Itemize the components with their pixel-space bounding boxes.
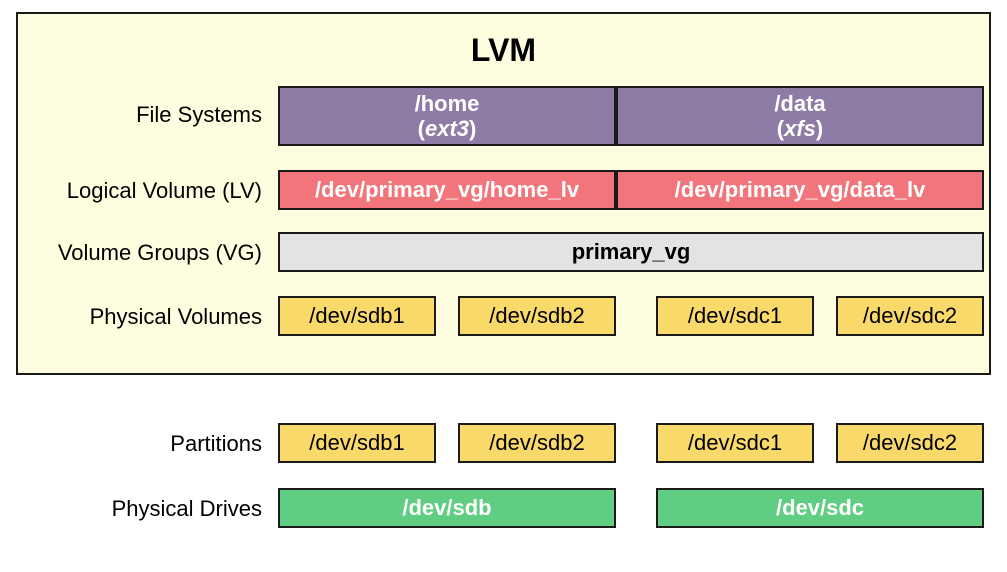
vg-primary: primary_vg (278, 232, 984, 272)
lv-data: /dev/primary_vg/data_lv (616, 170, 984, 210)
fs-data: /data (xfs) (616, 86, 984, 146)
pv-sdb1: /dev/sdb1 (278, 296, 436, 336)
fs-home: /home (ext3) (278, 86, 616, 146)
fs-data-type: xfs (784, 116, 816, 141)
fs-data-type-wrap: (xfs) (777, 116, 823, 141)
pv-sdc1: /dev/sdc1 (656, 296, 814, 336)
part-sdc2: /dev/sdc2 (836, 423, 984, 463)
label-logical-volume: Logical Volume (LV) (0, 178, 262, 204)
label-partitions: Partitions (0, 431, 262, 457)
pv-sdb2: /dev/sdb2 (458, 296, 616, 336)
pv-sdc2: /dev/sdc2 (836, 296, 984, 336)
lvm-title: LVM (18, 32, 989, 69)
fs-home-type-wrap: (ext3) (418, 116, 477, 141)
fs-home-mount: /home (415, 91, 480, 116)
part-sdc1: /dev/sdc1 (656, 423, 814, 463)
part-sdb1: /dev/sdb1 (278, 423, 436, 463)
lv-home: /dev/primary_vg/home_lv (278, 170, 616, 210)
label-volume-groups: Volume Groups (VG) (0, 240, 262, 266)
drive-sdc: /dev/sdc (656, 488, 984, 528)
label-file-systems: File Systems (0, 102, 262, 128)
part-sdb2: /dev/sdb2 (458, 423, 616, 463)
label-physical-volumes: Physical Volumes (0, 304, 262, 330)
fs-home-type: ext3 (425, 116, 469, 141)
drive-sdb: /dev/sdb (278, 488, 616, 528)
label-physical-drives: Physical Drives (0, 496, 262, 522)
fs-data-mount: /data (774, 91, 825, 116)
diagram-canvas: LVM File Systems /home (ext3) /data (xfs… (0, 0, 1007, 572)
